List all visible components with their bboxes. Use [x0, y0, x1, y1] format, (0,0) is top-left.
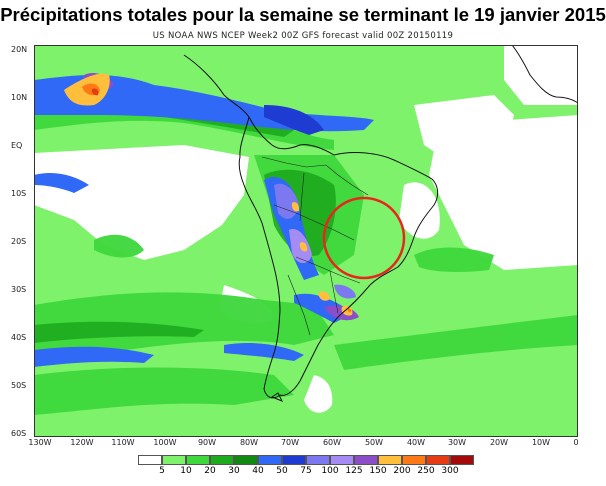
- lon-label-10w: 10W: [531, 438, 551, 447]
- lat-label-20n: 20N: [11, 45, 28, 54]
- lon-label-40w: 40W: [406, 438, 426, 447]
- lon-label-130w: 130W: [28, 438, 52, 447]
- lon-label-50w: 50W: [364, 438, 384, 447]
- legend-label: 150: [369, 466, 387, 476]
- legend-swatch: [162, 455, 186, 465]
- legend-label: 250: [417, 466, 435, 476]
- legend-label: 200: [393, 466, 411, 476]
- lon-label-60w: 60W: [322, 438, 342, 447]
- map-canvas: [34, 45, 578, 437]
- precipitation-map: [34, 45, 578, 437]
- lat-label-60s: 60S: [11, 429, 27, 438]
- legend-swatch: [282, 455, 306, 465]
- highlight-circle: [322, 196, 406, 280]
- legend-swatch: [186, 455, 210, 465]
- lon-label-20w: 20W: [489, 438, 509, 447]
- legend-label: 10: [180, 466, 192, 476]
- legend-swatch: [330, 455, 354, 465]
- lat-label-10n: 10N: [11, 93, 28, 102]
- legend-label: 75: [300, 466, 312, 476]
- map-title: Précipitations totales pour la semaine s…: [0, 4, 606, 25]
- legend-swatch: [402, 455, 426, 465]
- lat-label-10s: 10S: [11, 189, 27, 198]
- lon-label-80w: 80W: [239, 438, 259, 447]
- lat-label-40s: 40S: [11, 333, 27, 342]
- legend-label: 50: [276, 466, 288, 476]
- map-frame: [34, 45, 578, 437]
- map-subtitle: US NOAA NWS NCEP Week2 00Z GFS forecast …: [152, 31, 454, 41]
- legend-label: 100: [321, 466, 339, 476]
- legend-label: 300: [441, 466, 459, 476]
- legend-label: 20: [204, 466, 216, 476]
- legend-label: 5: [159, 466, 165, 476]
- legend-swatch: [138, 455, 162, 465]
- legend-swatch: [210, 455, 234, 465]
- lon-label-110w: 110W: [111, 438, 135, 447]
- lon-label-30w: 30W: [447, 438, 467, 447]
- country-borders: [261, 156, 369, 336]
- legend-swatch: [258, 455, 282, 465]
- lon-label-120w: 120W: [70, 438, 94, 447]
- orange-cores: [64, 73, 353, 316]
- legend-swatch: [306, 455, 330, 465]
- lat-label-30s: 30S: [11, 285, 27, 294]
- legend-swatch: [426, 455, 450, 465]
- lat-label-50s: 50S: [11, 381, 27, 390]
- legend-swatch: [234, 455, 258, 465]
- lon-label-70w: 70W: [280, 438, 300, 447]
- coastlines: [183, 45, 578, 402]
- lat-label-20s: 20S: [11, 237, 27, 246]
- legend-label: 30: [228, 466, 240, 476]
- lat-label-eq: EQ: [11, 141, 23, 150]
- legend-label: 40: [252, 466, 264, 476]
- legend-swatch: [378, 455, 402, 465]
- lon-label-90w: 90W: [197, 438, 217, 447]
- legend-label: 125: [345, 466, 363, 476]
- legend-swatch: [450, 455, 474, 465]
- lon-label-0: 0: [573, 438, 579, 447]
- lon-label-100w: 100W: [153, 438, 177, 447]
- legend-swatch: [354, 455, 378, 465]
